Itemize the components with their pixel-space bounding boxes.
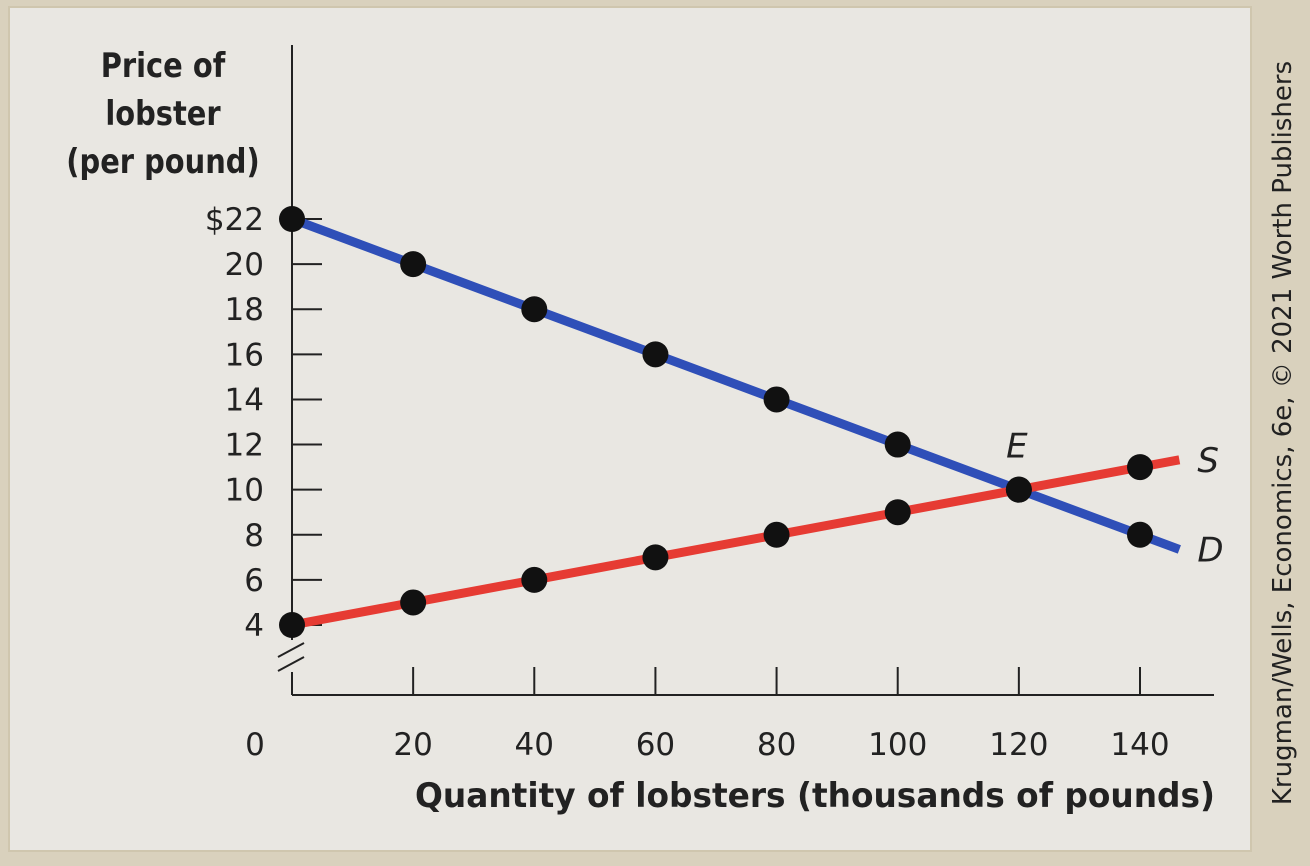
point-S-60: [642, 544, 669, 571]
x-axis-title: Quantity of lobsters (thousands of pound…: [415, 776, 1215, 816]
y-axis-label-line-3: (per pound): [66, 142, 260, 182]
point-S-0: [279, 612, 305, 638]
y-axis-label-line-1: Price of: [100, 46, 226, 86]
point-D-140: [1127, 521, 1153, 548]
y-tick-label-12: 12: [225, 428, 264, 464]
point-S-80: [763, 521, 790, 548]
y-tick-label-10: 10: [225, 473, 264, 509]
y-tick-label-6: 6: [244, 563, 264, 599]
point-D-40: [521, 296, 548, 323]
y-tick-label-20: 20: [225, 247, 264, 283]
series-lines-group: [290, 214, 1181, 630]
x-tick-label-120: 120: [989, 727, 1048, 763]
y-tick-label-22: $22: [205, 202, 264, 238]
chart-panel: [8, 6, 1252, 852]
point-S-100: [884, 499, 911, 526]
point-D-80: [763, 386, 790, 413]
x-tick-label-20: 20: [393, 727, 432, 763]
axes-group: [277, 45, 1214, 696]
axis-break-mark-1: [277, 642, 305, 658]
supply-demand-chart: 4 6 8 10 12 14 16 18 20 $22 20 40 60 80 100 120 140 0 Qua…: [205, 45, 1224, 816]
y-tick-label-8: 8: [244, 518, 264, 554]
point-S-20: [400, 589, 427, 616]
y-tick-label-14: 14: [225, 382, 264, 418]
point-S-120: [1005, 476, 1032, 503]
point-S-40: [521, 566, 548, 593]
labels-group: Quantity of lobsters (thousands of pound…: [415, 427, 1224, 816]
annotation-E: E: [1006, 427, 1028, 467]
y-tick-label-4: 4: [244, 608, 264, 644]
y-axis-label-line-2: lobster: [105, 94, 221, 134]
x-tick-label-140: 140: [1110, 727, 1169, 763]
x-tick-label-60: 60: [636, 727, 675, 763]
point-D-0: [279, 206, 305, 232]
data-points-group: [279, 206, 1153, 638]
credit-strip: Krugman/Wells, Economics, 6e, © 2021 Wor…: [1263, 0, 1303, 866]
point-D-20: [400, 251, 427, 278]
series-label-S: S: [1197, 441, 1219, 481]
point-D-100: [884, 431, 911, 458]
point-D-60: [642, 341, 669, 368]
ticks-group: 4 6 8 10 12 14 16 18 20 $22 20 40 60 80 100 120 140 0: [205, 202, 1170, 763]
y-tick-label-16: 16: [225, 337, 264, 373]
x-tick-label-100: 100: [868, 727, 927, 763]
origin-label: 0: [245, 727, 265, 763]
y-tick-label-18: 18: [225, 292, 264, 328]
point-S-140: [1127, 454, 1153, 481]
x-tick-label-40: 40: [515, 727, 554, 763]
x-tick-label-80: 80: [757, 727, 796, 763]
axis-break-mark-2: [277, 656, 305, 672]
series-label-D: D: [1197, 530, 1223, 570]
credit-text: Krugman/Wells, Economics, 6e, © 2021 Wor…: [1268, 60, 1298, 806]
